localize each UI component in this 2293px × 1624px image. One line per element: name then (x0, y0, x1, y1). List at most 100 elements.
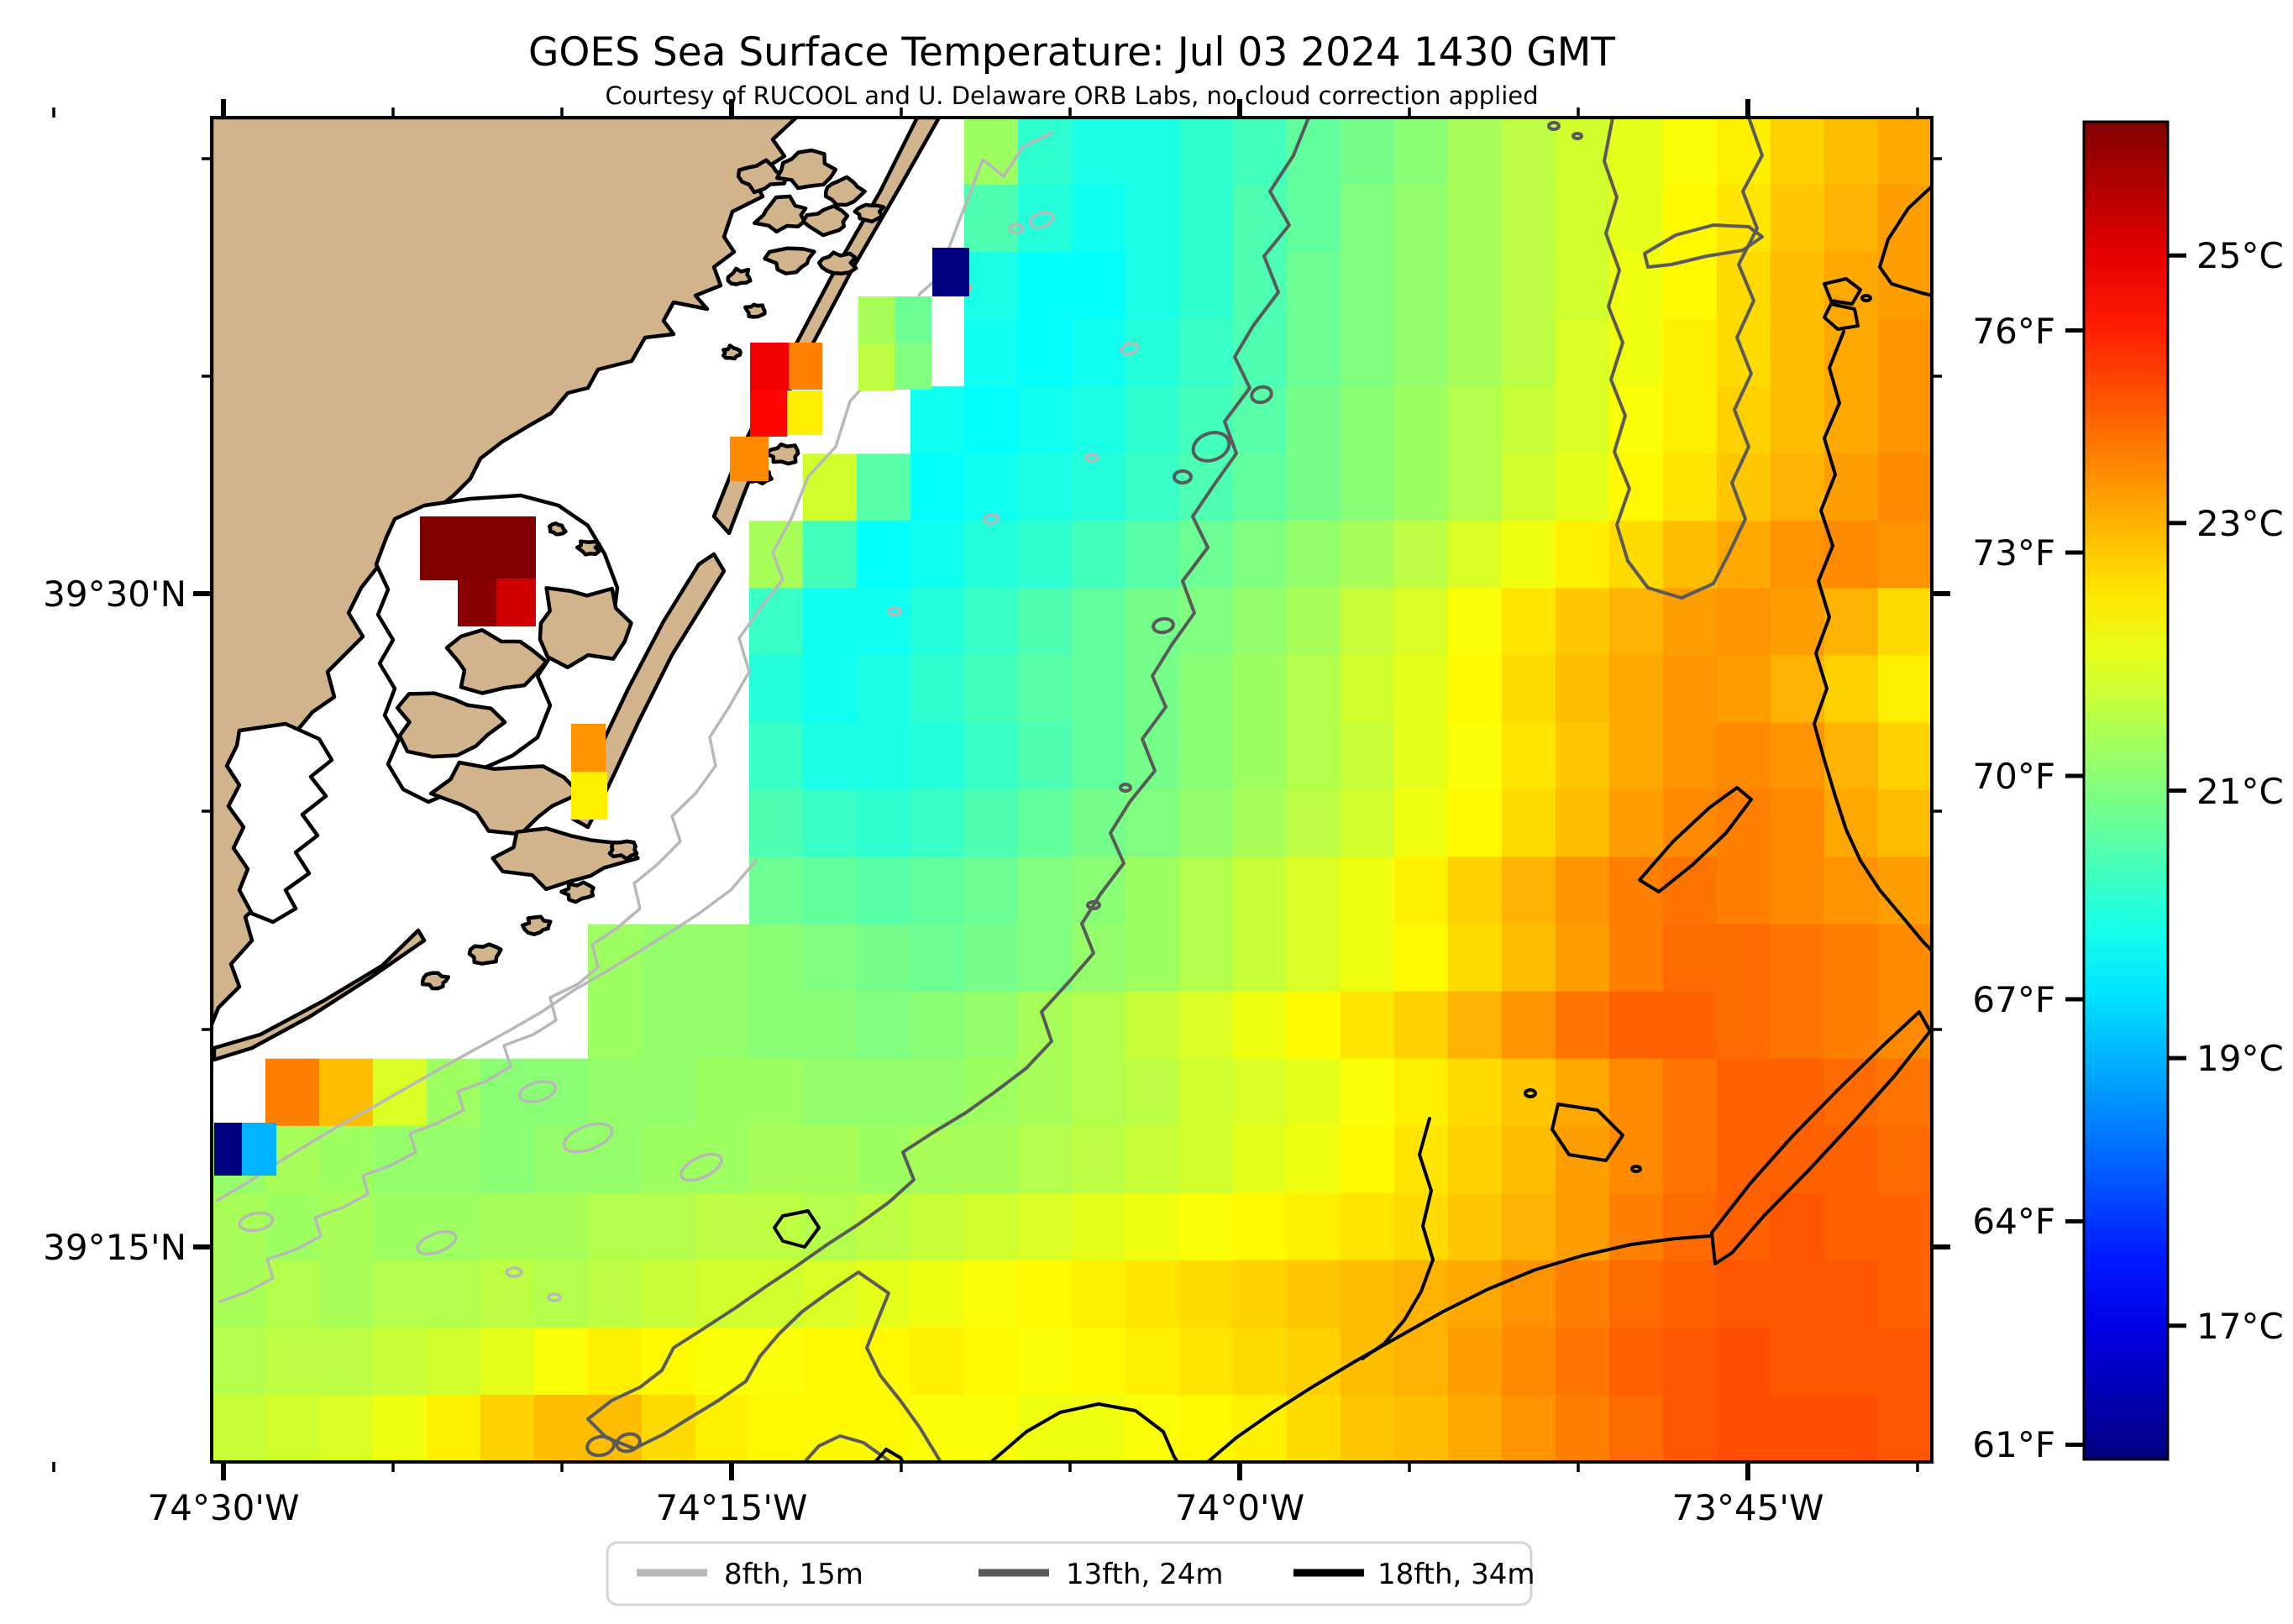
heatmap-cell (1179, 655, 1234, 724)
heatmap-cell (1341, 924, 1395, 993)
heatmap-cell (1126, 118, 1180, 186)
heatmap-cell (212, 1192, 266, 1261)
heatmap-cell (1771, 1192, 1825, 1261)
contour-34m-loop (1823, 302, 1860, 331)
heatmap-cell (1341, 1192, 1395, 1261)
heatmap-cell (1287, 1260, 1341, 1328)
heatmap-cell (1233, 722, 1288, 791)
hot-sst-pixel (496, 579, 536, 626)
marsh-island (538, 585, 633, 670)
marsh-island (395, 691, 507, 759)
contour-24m-islet (585, 1434, 616, 1458)
heatmap-cell (1663, 924, 1718, 993)
contour-15m-islet (680, 1152, 723, 1182)
heatmap-cell (1179, 185, 1234, 254)
heatmap-cell (803, 1395, 858, 1462)
contour-24m-islet (1119, 783, 1132, 793)
heatmap-cell (1502, 1058, 1556, 1127)
heatmap-cell (1609, 588, 1664, 657)
contour-34m-islet (1630, 1165, 1642, 1173)
heatmap-cell (1771, 1395, 1825, 1462)
heatmap-cell (1878, 252, 1932, 321)
heatmap-cell (1018, 386, 1073, 455)
heatmap-cell (695, 991, 750, 1060)
heatmap-cell (749, 1125, 804, 1194)
heatmap-cell (1556, 453, 1610, 522)
heatmap-cell (1448, 722, 1503, 791)
legend-label-13fth: 13fth, 24m (1066, 1558, 1224, 1591)
contour-34m-line (874, 1448, 905, 1462)
heatmap-cell (265, 1058, 320, 1127)
heatmap-cell (1717, 453, 1771, 522)
heatmap-cell (1663, 1125, 1718, 1194)
heatmap-cell (1824, 588, 1879, 657)
heatmap-cell (1018, 1395, 1073, 1462)
contour-15m-islet (517, 1080, 558, 1103)
heatmap-cell (1287, 185, 1341, 254)
heatmap-cell (1126, 857, 1180, 925)
heatmap-cell (642, 1192, 696, 1261)
heatmap-cell (427, 1125, 481, 1194)
barrier-island-mid (570, 552, 727, 830)
heatmap-cell (1717, 1260, 1771, 1328)
heatmap-cell (1609, 1260, 1664, 1328)
heatmap-cell (1126, 991, 1180, 1060)
heatmap-cell (964, 588, 1019, 657)
heatmap-cell (1341, 185, 1395, 254)
heatmap-cell (427, 1327, 481, 1396)
heatmap-cell (588, 1260, 643, 1328)
heatmap-cell (1502, 521, 1556, 589)
heatmap-cell (1072, 386, 1126, 455)
contour-34m-line (1878, 185, 1932, 297)
heatmap-cell (1072, 521, 1126, 589)
heatmap-cell (910, 655, 965, 724)
heatmap-cell (1771, 185, 1825, 254)
heatmap-cell (1502, 1395, 1556, 1462)
heatmap-cell (534, 1192, 589, 1261)
contour-15m-islet (416, 1230, 458, 1255)
heatmap-cell (1394, 1395, 1449, 1462)
heatmap-cell (857, 857, 911, 925)
marsh-island (742, 302, 767, 319)
heatmap-cell (1771, 857, 1825, 925)
heatmap-cell (1018, 789, 1073, 858)
heatmap-cell (1663, 1260, 1718, 1328)
heatmap-cell (1394, 386, 1449, 455)
heatmap-cell (265, 1395, 320, 1462)
heatmap-cell (1179, 924, 1234, 993)
heatmap-cell (1126, 924, 1180, 993)
heatmap-cell (1179, 1125, 1234, 1194)
heatmap-cell (1341, 655, 1395, 724)
bathymetry-contours (215, 118, 1932, 1462)
heatmap-cell (1126, 1125, 1180, 1194)
sst-pixel (789, 343, 822, 390)
heatmap-cell (1018, 185, 1073, 254)
y-tick-39-30n: 39°30'N (43, 574, 186, 615)
heatmap-cell (534, 1125, 589, 1194)
heatmap-cell (1717, 588, 1771, 657)
heatmap-cell (1072, 991, 1126, 1060)
heatmap-cell (1878, 789, 1932, 858)
heatmap-cell (1717, 924, 1771, 993)
heatmap-cell (534, 1058, 589, 1127)
contour-34m-loop (1710, 1010, 1932, 1265)
heatmap-cell (1771, 789, 1825, 858)
heatmap-cell (1018, 1192, 1073, 1261)
heatmap-cell (642, 1125, 696, 1194)
heatmap-cell (1126, 386, 1180, 455)
heatmap-cell (857, 1192, 911, 1261)
heatmap-cell (1126, 1260, 1180, 1328)
heatmap-cell (319, 1327, 374, 1396)
heatmap-cell (1502, 924, 1556, 993)
x-tick-74-0w: 74°0'W (1175, 1487, 1304, 1528)
heatmap-cell (910, 521, 965, 589)
heatmap-cell (857, 655, 911, 724)
heatmap-cell (1556, 1327, 1610, 1396)
heatmap-cell (1556, 386, 1610, 455)
heatmap-cell (1556, 185, 1610, 254)
heatmap-cell (1878, 722, 1932, 791)
heatmap-cell (212, 1395, 266, 1462)
colorbar-label-23c: 23°C (2196, 503, 2284, 544)
heatmap-cell (1233, 857, 1288, 925)
